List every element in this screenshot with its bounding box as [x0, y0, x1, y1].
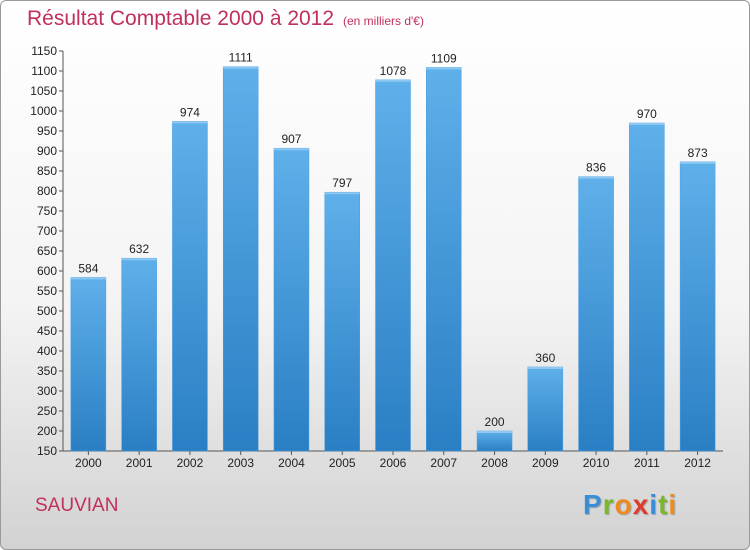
logo-letter: x: [632, 489, 650, 520]
x-tick-label: 2003: [227, 456, 254, 470]
y-tick-label: 850: [37, 164, 57, 178]
bar: [426, 67, 462, 452]
x-tick-label: 2004: [278, 456, 305, 470]
bar-highlight: [223, 66, 259, 69]
labels: 584 2000 632 2001 974 2002 1111 2003 907 2004 797 2…: [75, 51, 711, 470]
bar: [222, 66, 259, 452]
logo-letter: i: [649, 489, 659, 520]
bar-value-label: 1111: [229, 51, 253, 65]
x-tick-label: 2011: [634, 456, 660, 470]
bar: [476, 430, 513, 452]
bar: [679, 161, 716, 452]
y-tick-label: 550: [37, 284, 57, 298]
bar: [121, 257, 157, 452]
chart-title: Résultat Comptable 2000 à 2012: [27, 7, 335, 30]
y-tick-label: 300: [37, 384, 57, 398]
bar-highlight: [121, 258, 157, 261]
bar-value-label: 200: [485, 415, 505, 429]
bar-highlight: [273, 148, 309, 151]
y-tick-label: 200: [37, 424, 57, 438]
y-tick-label: 450: [37, 324, 57, 338]
bar-highlight: [477, 431, 513, 433]
y-tick-label: 1050: [30, 84, 57, 98]
commune-name: SAUVIAN: [35, 495, 119, 516]
logo-letter: t: [658, 489, 669, 520]
bar-highlight: [578, 176, 614, 179]
bar-value-label: 1109: [431, 51, 457, 65]
bar-highlight: [680, 161, 716, 164]
y-tick-label: 750: [37, 204, 57, 218]
bar-value-label: 907: [281, 132, 301, 146]
y-tick-label: 600: [37, 264, 57, 278]
y-tick-label: 650: [37, 244, 57, 258]
bar: [527, 366, 564, 452]
bar-highlight: [324, 192, 360, 195]
proxiti-logo: Proxiti: [583, 489, 677, 521]
bar: [629, 122, 665, 452]
y-tick-label: 1150: [31, 44, 57, 58]
bar-value-label: 974: [180, 105, 200, 119]
y-tick-label: 400: [37, 344, 57, 358]
x-tick-label: 2009: [532, 456, 559, 470]
logo-letter: r: [602, 489, 615, 520]
bar-value-label: 797: [332, 176, 352, 190]
bar-highlight: [70, 277, 106, 280]
y-tick-label: 350: [37, 364, 57, 378]
bar-highlight: [527, 367, 563, 369]
bar: [375, 79, 411, 452]
unit-note: (en milliers d'€): [343, 14, 424, 28]
y-tick-label: 800: [37, 184, 57, 198]
logo-letter: o: [614, 489, 633, 520]
x-tick-label: 2007: [430, 456, 457, 470]
y-tick-label: 250: [37, 404, 57, 418]
logo-letter: i: [668, 489, 678, 520]
x-tick-label: 2000: [75, 456, 102, 470]
bar-value-label: 836: [586, 161, 606, 175]
bar-highlight: [172, 121, 208, 124]
x-tick-label: 2010: [583, 456, 610, 470]
x-tick-label: 2008: [481, 456, 508, 470]
y-tick-label: 500: [37, 304, 57, 318]
y-tick-label: 950: [37, 124, 57, 138]
bar: [172, 121, 208, 452]
bars: [70, 66, 716, 452]
bar-highlight: [375, 79, 411, 82]
logo-letter: P: [583, 489, 603, 520]
y-tick-label: 700: [37, 224, 57, 238]
y-tick-label: 150: [37, 444, 57, 458]
bar-value-label: 360: [535, 351, 555, 365]
y-tick-label: 900: [37, 144, 57, 158]
bar-value-label: 970: [637, 107, 657, 121]
bar-highlight: [629, 123, 665, 125]
bar-value-label: 1078: [380, 64, 407, 78]
x-tick-label: 2006: [380, 456, 407, 470]
x-tick-label: 2002: [177, 456, 204, 470]
bar-highlight: [426, 67, 462, 70]
x-tick-label: 2005: [329, 456, 356, 470]
bar-value-label: 584: [78, 261, 98, 275]
y-tick-label: 1000: [30, 104, 57, 118]
bar: [273, 147, 310, 452]
bar: [324, 191, 360, 452]
bar-value-label: 873: [688, 146, 708, 160]
x-tick-label: 2012: [684, 456, 711, 470]
y-tick-label: 1100: [31, 64, 57, 78]
bar: [70, 277, 107, 452]
bar-value-label: 632: [129, 242, 149, 256]
bar: [578, 176, 614, 452]
x-tick-label: 2001: [126, 456, 153, 470]
